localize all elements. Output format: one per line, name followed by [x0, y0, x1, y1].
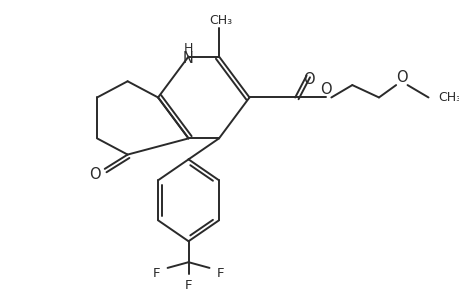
Text: O: O — [319, 82, 331, 97]
Text: F: F — [185, 278, 192, 292]
Text: H: H — [184, 42, 193, 56]
Text: O: O — [89, 167, 101, 182]
Text: O: O — [302, 72, 313, 87]
Text: F: F — [152, 267, 160, 280]
Text: F: F — [217, 267, 224, 280]
Text: CH₃: CH₃ — [437, 91, 459, 104]
Text: CH₃: CH₃ — [209, 14, 232, 27]
Text: N: N — [183, 51, 194, 66]
Text: O: O — [395, 70, 407, 85]
